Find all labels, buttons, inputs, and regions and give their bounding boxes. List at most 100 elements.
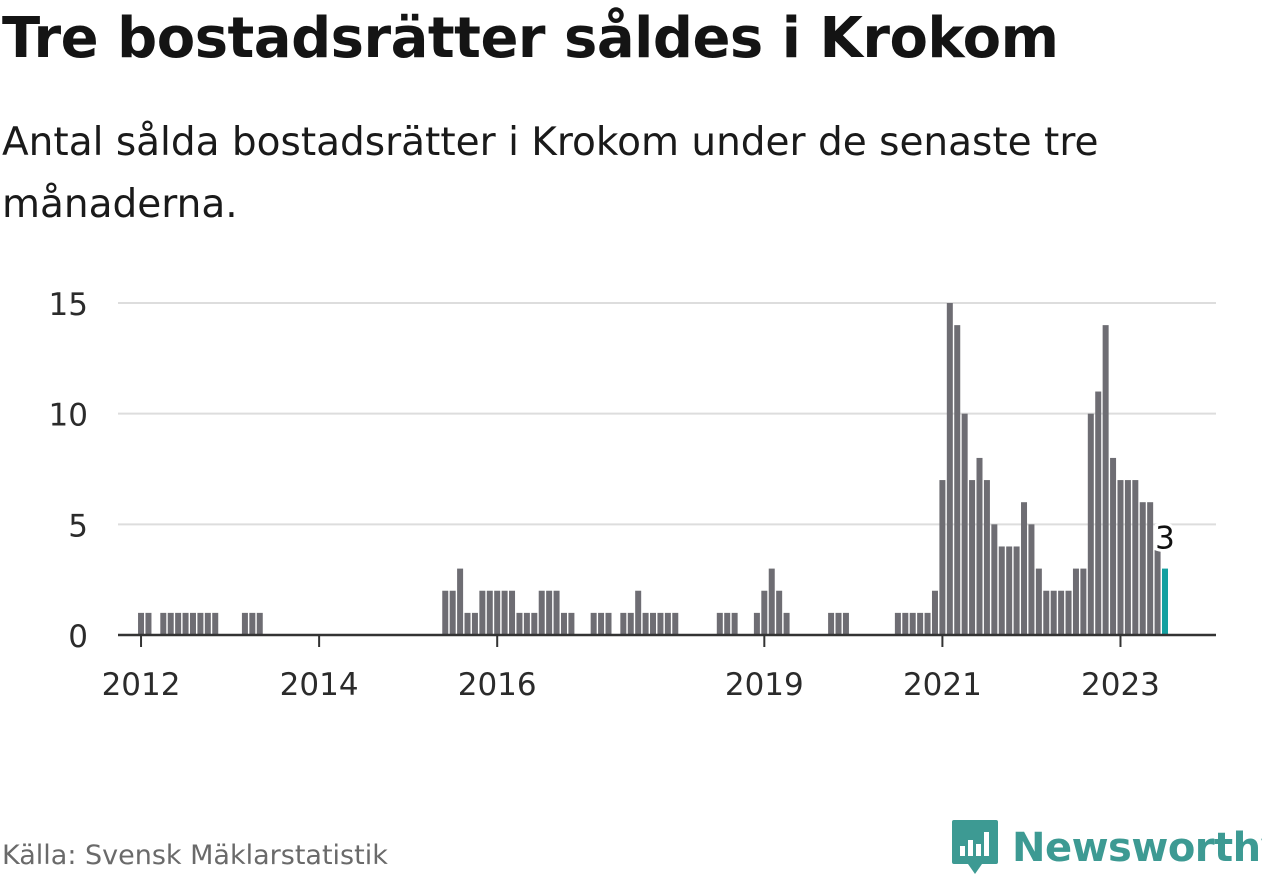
source-note: Källa: Svensk Mäklarstatistik (2, 840, 388, 871)
bar (1147, 502, 1154, 635)
bar (1117, 480, 1124, 635)
bar (1102, 325, 1109, 635)
bar (969, 480, 976, 635)
bar (1080, 568, 1087, 635)
bar (523, 612, 530, 635)
bar (509, 590, 516, 635)
x-tick-label: 2014 (280, 667, 359, 703)
bar (924, 612, 931, 635)
chart-subtitle: Antal sålda bostadsrätter i Krokom under… (2, 120, 1099, 227)
bar (946, 303, 953, 635)
bar (1021, 502, 1028, 635)
bar (828, 612, 835, 635)
bar (1043, 590, 1050, 635)
x-tick-label: 2023 (1081, 667, 1160, 703)
bar (1028, 524, 1035, 635)
chart-title: Tre bostadsrätter såldes i Krokom (2, 6, 1059, 71)
bar (835, 612, 842, 635)
bar (983, 480, 990, 635)
bar (761, 590, 768, 635)
y-axis-labels: 0 5 10 15 (49, 287, 88, 655)
bar (642, 612, 649, 635)
bar (1035, 568, 1042, 635)
bar (1013, 546, 1020, 635)
bar (716, 612, 723, 635)
grid-lines (118, 302, 1216, 526)
bar (494, 590, 501, 635)
bar (1124, 480, 1131, 635)
annotations: 3 (1152, 518, 1178, 560)
y-tick-label: 10 (49, 398, 88, 434)
bar (1058, 590, 1065, 635)
bar (241, 612, 248, 635)
bar (1087, 413, 1094, 635)
bar (991, 524, 998, 635)
bar (664, 612, 671, 635)
bar (538, 590, 545, 635)
bar (954, 325, 961, 635)
bar (1154, 546, 1161, 635)
bar (568, 612, 575, 635)
bar (442, 590, 449, 635)
bar (961, 413, 968, 635)
brand[interactable]: Newsworthy (950, 818, 1262, 878)
bar (627, 612, 634, 635)
bar (931, 590, 938, 635)
bar (724, 612, 731, 635)
bar (531, 612, 538, 635)
bar (753, 612, 760, 635)
bar-chart-speech-bubble-icon (952, 820, 998, 874)
x-tick-label: 2012 (102, 667, 181, 703)
x-tick-label: 2021 (903, 667, 982, 703)
bar-highlight (1162, 568, 1168, 635)
x-axis (118, 633, 1216, 647)
y-tick-label: 5 (68, 508, 88, 544)
bar (731, 612, 738, 635)
x-tick-label: 2019 (725, 667, 804, 703)
bar (1110, 457, 1117, 635)
bar (902, 612, 909, 635)
bar (479, 590, 486, 635)
bar (167, 612, 174, 635)
bar (138, 612, 145, 635)
bar (657, 612, 664, 635)
bar (175, 612, 182, 635)
bar (182, 612, 189, 635)
bar (776, 590, 783, 635)
bar (783, 612, 790, 635)
bar (145, 612, 152, 635)
bar (501, 590, 508, 635)
bar (516, 612, 523, 635)
bar (1072, 568, 1079, 635)
bar (249, 612, 256, 635)
bar (1095, 391, 1102, 635)
bar (1139, 502, 1146, 635)
bar (553, 590, 560, 635)
bar (620, 612, 627, 635)
bar (909, 612, 916, 635)
bar (160, 612, 167, 635)
bars (138, 303, 1168, 635)
bar (894, 612, 901, 635)
bar (635, 590, 642, 635)
bar (256, 612, 263, 635)
bar (605, 612, 612, 635)
bar (189, 612, 196, 635)
bar (1132, 480, 1139, 635)
bar (1006, 546, 1013, 635)
y-tick-label: 0 (68, 619, 88, 655)
bar (204, 612, 211, 635)
bar (212, 612, 219, 635)
bar (457, 568, 464, 635)
bar (560, 612, 567, 635)
highlight-value-label: 3 (1155, 521, 1175, 557)
bar (1050, 590, 1057, 635)
x-tick-label: 2016 (458, 667, 537, 703)
bar (486, 590, 493, 635)
x-axis-labels: 2012 2014 2016 2019 2021 2023 (102, 667, 1160, 703)
bar (939, 480, 946, 635)
bar (590, 612, 597, 635)
brand-name: Newsworthy (1012, 825, 1262, 871)
bar (842, 612, 849, 635)
